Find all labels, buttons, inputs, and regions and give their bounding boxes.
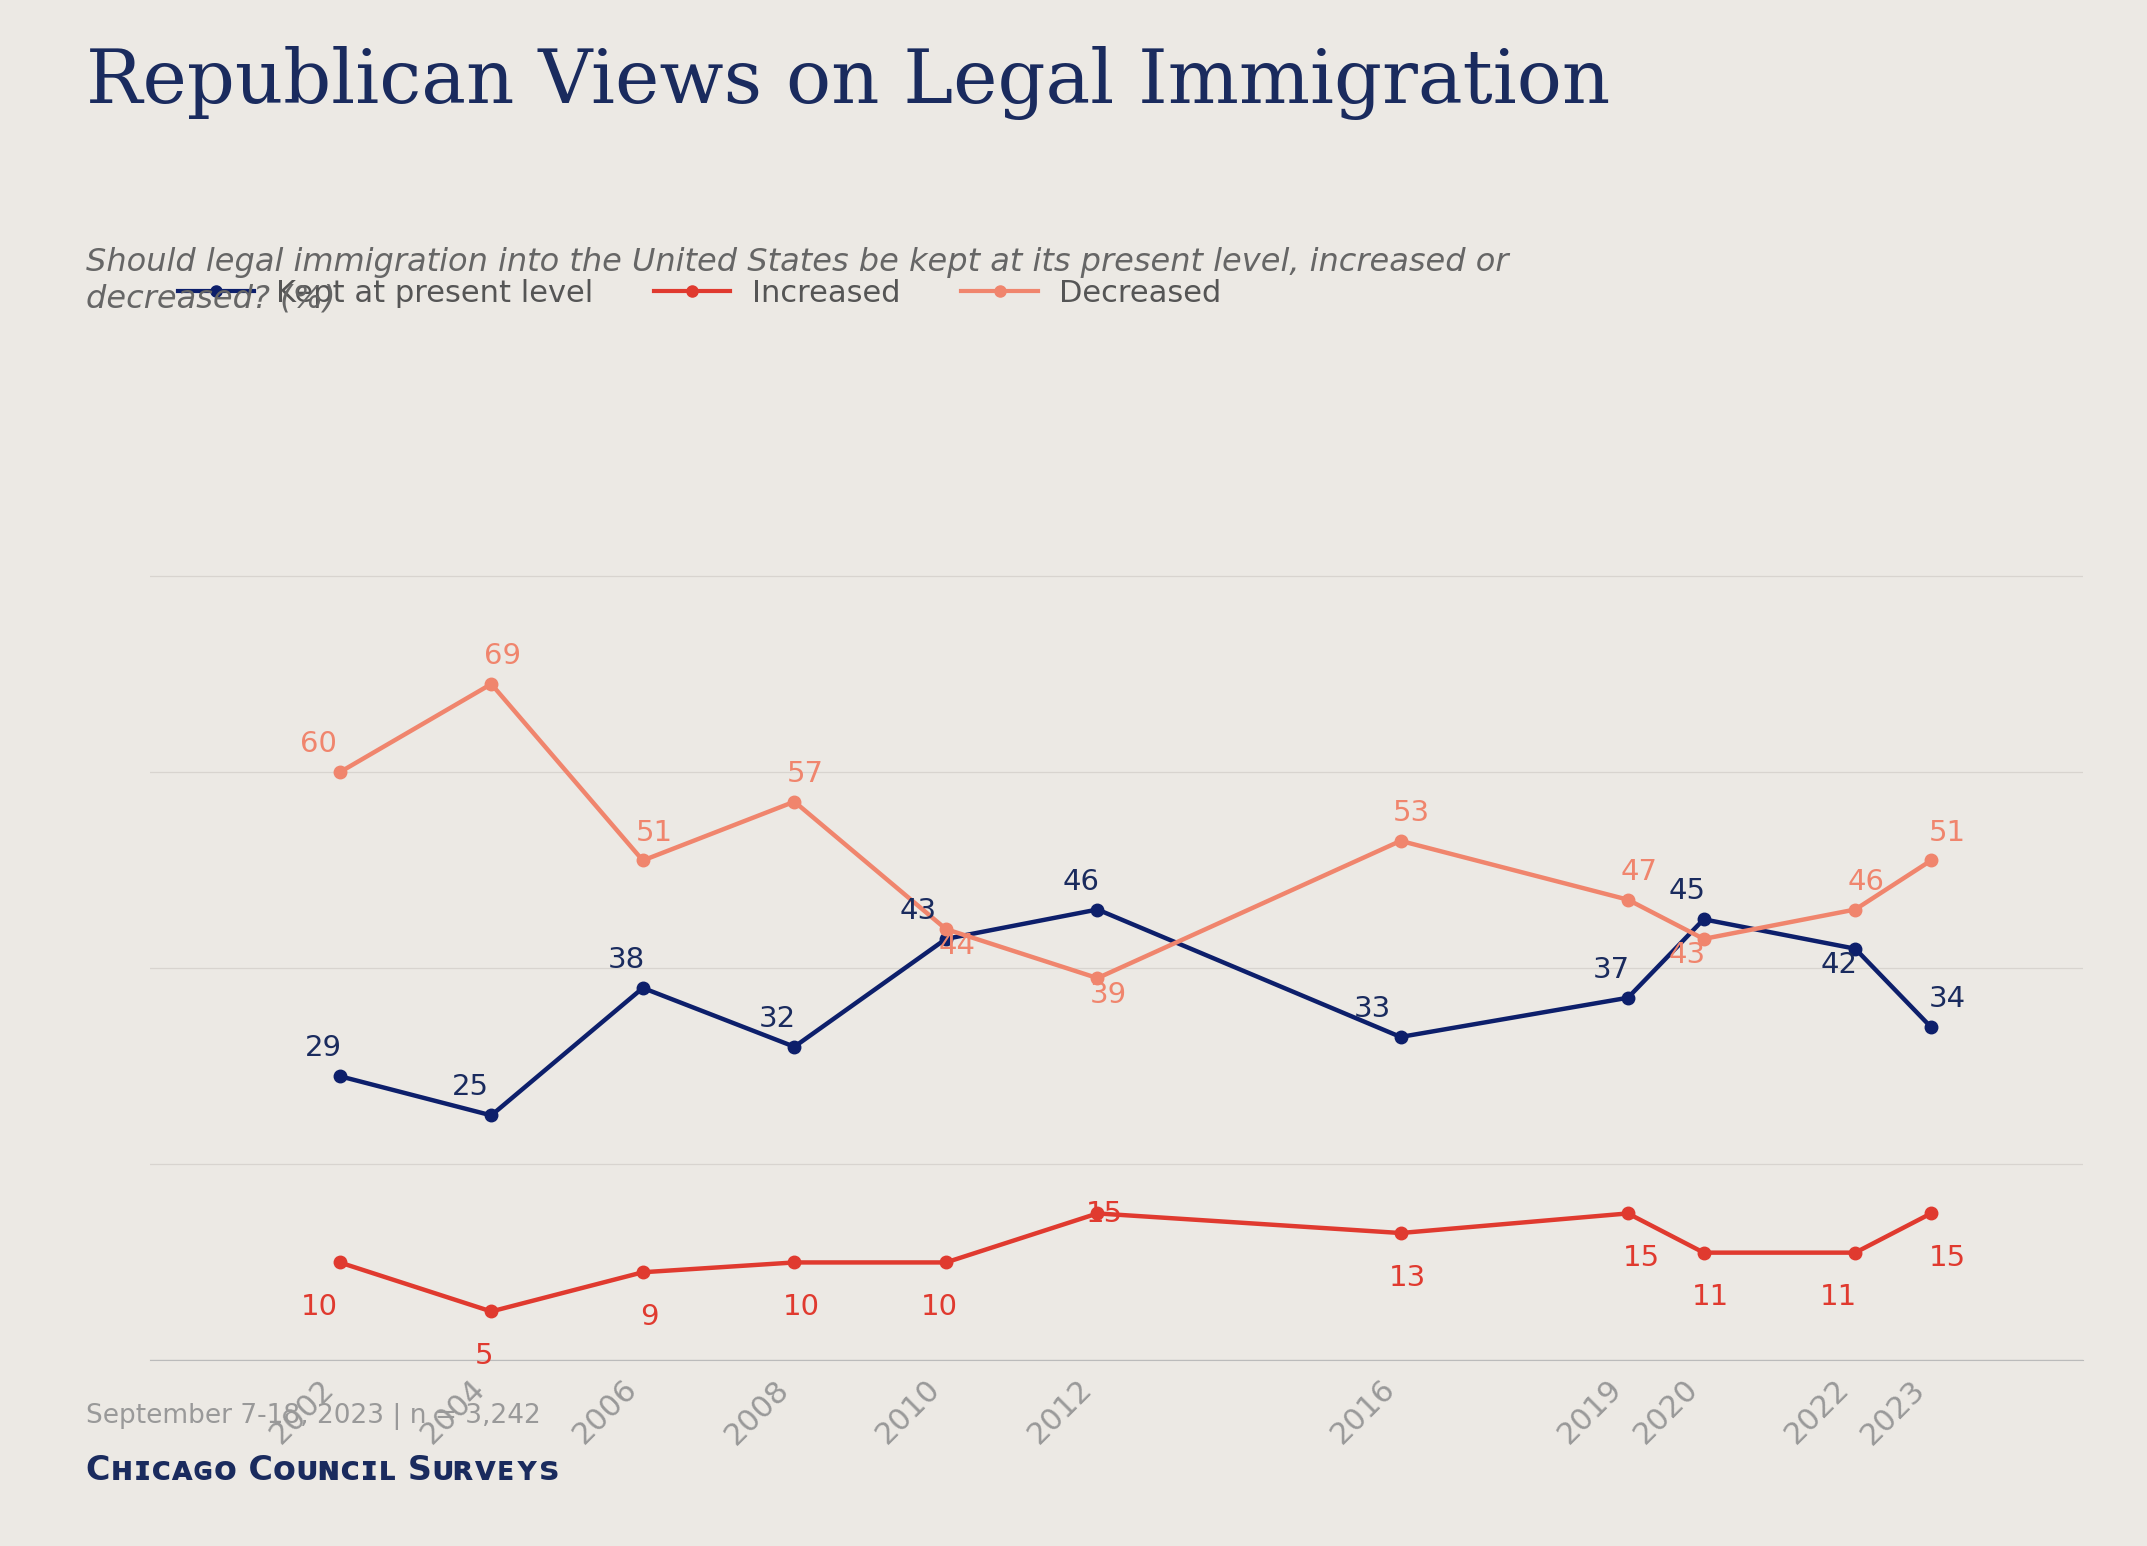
- Text: 5: 5: [474, 1342, 494, 1370]
- Text: 10: 10: [301, 1292, 337, 1320]
- Legend: Kept at present level, Increased, Decreased: Kept at present level, Increased, Decrea…: [165, 266, 1235, 320]
- Text: 53: 53: [1393, 799, 1430, 827]
- Text: 10: 10: [784, 1292, 820, 1320]
- Text: 47: 47: [1621, 858, 1657, 886]
- Text: 10: 10: [921, 1292, 958, 1320]
- Text: Should legal immigration into the United States be kept at its present level, in: Should legal immigration into the United…: [86, 247, 1509, 314]
- Text: 9: 9: [640, 1303, 659, 1331]
- Text: 15: 15: [1930, 1245, 1967, 1272]
- Text: 11: 11: [1821, 1283, 1857, 1311]
- Text: 51: 51: [636, 818, 672, 847]
- Text: 44: 44: [938, 932, 975, 960]
- Text: 60: 60: [301, 730, 337, 759]
- Text: 42: 42: [1821, 951, 1857, 979]
- Text: Republican Views on Legal Immigration: Republican Views on Legal Immigration: [86, 46, 1610, 121]
- Text: 39: 39: [1091, 980, 1127, 1008]
- Text: 43: 43: [900, 897, 936, 925]
- Text: 11: 11: [1692, 1283, 1728, 1311]
- Text: 45: 45: [1668, 878, 1705, 906]
- Text: Cʜɪᴄᴀɢᴏ Cᴏᴜɴᴄɪʟ Sᴜʀᴠᴇʏs: Cʜɪᴄᴀɢᴏ Cᴏᴜɴᴄɪʟ Sᴜʀᴠᴇʏs: [86, 1455, 558, 1487]
- Text: 32: 32: [760, 1005, 797, 1033]
- Text: 33: 33: [1355, 996, 1391, 1023]
- Text: 38: 38: [608, 946, 644, 974]
- Text: 57: 57: [788, 759, 824, 788]
- Text: 13: 13: [1389, 1263, 1426, 1291]
- Text: 34: 34: [1930, 985, 1967, 1013]
- Text: September 7-18, 2023 | n = 3,242: September 7-18, 2023 | n = 3,242: [86, 1404, 541, 1430]
- Text: 51: 51: [1930, 818, 1967, 847]
- Text: 69: 69: [483, 642, 522, 669]
- Text: 29: 29: [305, 1034, 341, 1062]
- Text: 43: 43: [1668, 942, 1705, 969]
- Text: 25: 25: [453, 1073, 490, 1101]
- Text: 15: 15: [1623, 1245, 1660, 1272]
- Text: 46: 46: [1849, 867, 1885, 895]
- Text: 15: 15: [1086, 1200, 1123, 1228]
- Text: 37: 37: [1593, 955, 1630, 983]
- Text: 46: 46: [1063, 867, 1099, 895]
